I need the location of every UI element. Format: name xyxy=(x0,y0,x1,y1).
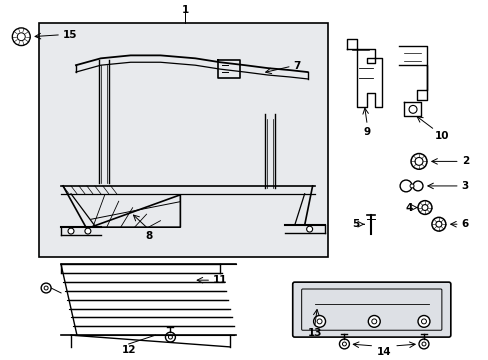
Text: 2: 2 xyxy=(461,156,468,166)
Text: 1: 1 xyxy=(182,5,188,15)
Circle shape xyxy=(316,319,322,324)
Text: 12: 12 xyxy=(121,345,136,355)
Text: 3: 3 xyxy=(461,181,468,191)
Circle shape xyxy=(17,33,25,41)
Circle shape xyxy=(68,228,74,234)
Circle shape xyxy=(421,204,427,211)
Circle shape xyxy=(399,180,411,192)
Circle shape xyxy=(12,28,30,46)
Circle shape xyxy=(313,315,325,327)
Text: 5: 5 xyxy=(351,219,359,229)
Circle shape xyxy=(435,221,441,227)
FancyBboxPatch shape xyxy=(292,282,450,337)
Text: 6: 6 xyxy=(461,219,468,229)
Circle shape xyxy=(431,217,445,231)
Circle shape xyxy=(165,332,175,342)
Circle shape xyxy=(417,201,431,215)
Text: 8: 8 xyxy=(144,231,152,241)
Text: 10: 10 xyxy=(434,131,448,141)
Text: 4: 4 xyxy=(405,203,412,212)
Text: 14: 14 xyxy=(376,347,391,357)
Circle shape xyxy=(342,342,346,346)
Circle shape xyxy=(339,339,349,349)
Circle shape xyxy=(421,319,426,324)
FancyBboxPatch shape xyxy=(301,289,441,330)
Circle shape xyxy=(414,157,422,165)
Circle shape xyxy=(306,226,312,232)
Circle shape xyxy=(408,105,416,113)
Circle shape xyxy=(367,315,380,327)
Text: 7: 7 xyxy=(293,61,301,71)
Circle shape xyxy=(168,335,172,339)
Circle shape xyxy=(412,181,422,191)
Text: 13: 13 xyxy=(307,328,321,338)
Circle shape xyxy=(410,153,426,169)
Circle shape xyxy=(417,315,429,327)
Circle shape xyxy=(85,228,91,234)
Circle shape xyxy=(41,283,51,293)
Circle shape xyxy=(418,339,428,349)
Circle shape xyxy=(44,286,48,290)
Text: 9: 9 xyxy=(363,127,370,137)
Circle shape xyxy=(409,184,413,188)
Text: 15: 15 xyxy=(63,30,78,40)
Bar xyxy=(39,23,327,257)
Text: 11: 11 xyxy=(213,275,227,285)
Circle shape xyxy=(371,319,376,324)
Circle shape xyxy=(421,342,425,346)
